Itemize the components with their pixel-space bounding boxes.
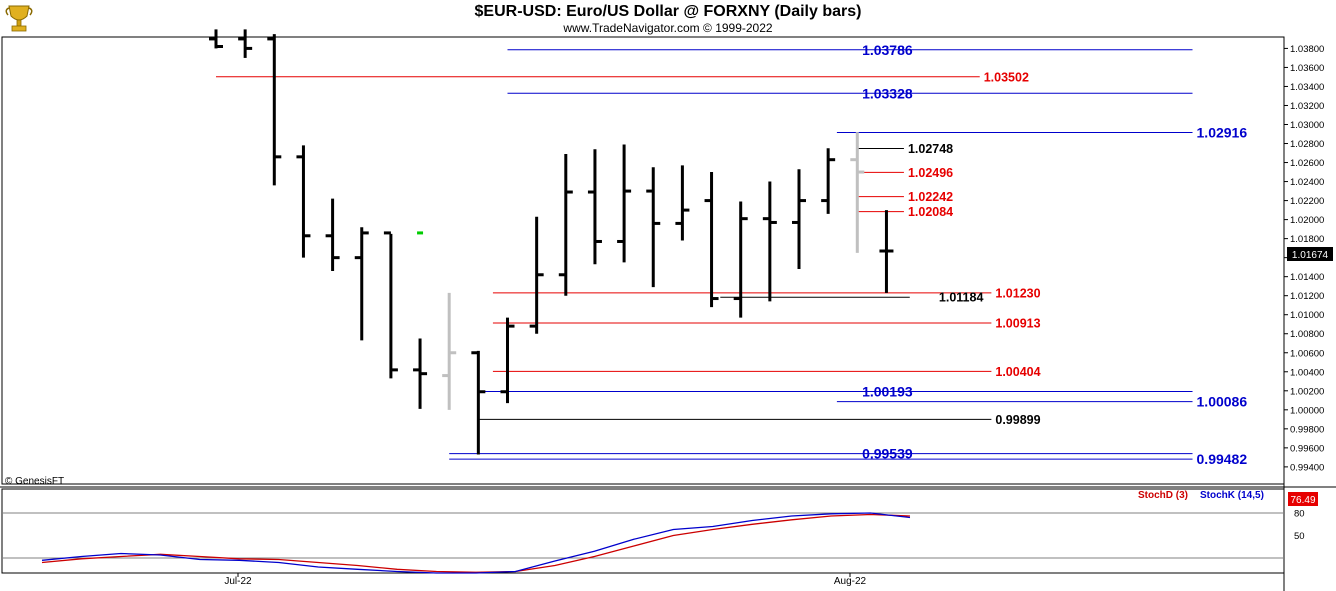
y-tick-label: 1.02400 <box>1290 177 1324 188</box>
ohlc-bar <box>529 216 544 334</box>
y-tick-label: 1.02800 <box>1290 139 1324 150</box>
level-label: 0.99539 <box>862 446 913 462</box>
y-tick-label: 1.03000 <box>1290 120 1324 131</box>
y-tick-label: 1.02200 <box>1290 196 1324 207</box>
ohlc-bar <box>675 165 690 241</box>
y-tick-label: 0.99400 <box>1290 462 1324 473</box>
stochastic-panel: 80 50 <box>2 509 1305 574</box>
level-label: 1.01184 <box>939 291 984 305</box>
y-tick-label: 1.01400 <box>1290 272 1324 283</box>
ohlc-bar <box>413 338 428 409</box>
stoch-k-legend: StochK (14,5) <box>1200 490 1264 501</box>
last-price-badge: 1.01674 <box>1287 247 1333 261</box>
y-tick-label: 1.02000 <box>1290 215 1324 226</box>
level-label: 0.99899 <box>995 413 1040 427</box>
ohlc-bar <box>792 169 806 270</box>
ohlc-bar <box>354 227 369 341</box>
ohlc-bar <box>733 201 748 318</box>
x-tick-label: Jul-22 <box>224 576 252 587</box>
stoch-tick-label: 50 <box>1294 531 1305 542</box>
y-axis-ticks: 1.03800 1.03600 1.03400 1.03200 1.03000 1.028… <box>1284 44 1324 473</box>
level-label: 1.00404 <box>995 365 1040 379</box>
level-label: 1.00086 <box>1197 394 1248 410</box>
ohlc-bar <box>850 132 865 253</box>
chart-subtitle: www.TradeNavigator.com © 1999-2022 <box>563 21 773 35</box>
ohlc-bar <box>267 34 282 186</box>
y-tick-label: 1.01000 <box>1290 310 1324 321</box>
ohlc-bar <box>500 317 515 404</box>
y-tick-label: 1.03400 <box>1290 82 1324 93</box>
ohlc-bar <box>646 167 661 288</box>
level-label: 1.02916 <box>1197 125 1248 141</box>
stoch-value-label: 76.49 <box>1290 495 1315 506</box>
level-label: 1.02084 <box>908 205 953 219</box>
ohlc-bar <box>325 198 340 271</box>
y-tick-label: 1.03800 <box>1290 44 1324 55</box>
y-tick-label: 1.02600 <box>1290 158 1324 169</box>
ohlc-bar <box>558 153 573 296</box>
level-label: 0.99482 <box>1197 451 1248 467</box>
level-label: 1.00193 <box>862 384 913 400</box>
stoch-d-legend: StochD (3) <box>1138 490 1188 501</box>
copyright-label: © GenesisFT <box>5 476 64 487</box>
y-tick-label: 1.01800 <box>1290 234 1324 245</box>
chart-frame <box>0 36 1336 591</box>
y-tick-label: 1.03200 <box>1290 101 1324 112</box>
ohlc-bar <box>383 231 398 379</box>
ohlc-bar <box>762 181 777 302</box>
ohlc-bar <box>209 29 223 49</box>
ohlc-bar <box>296 145 311 258</box>
y-tick-label: 1.01200 <box>1290 291 1324 302</box>
ohlc-bar <box>471 350 486 455</box>
ohlc-bar <box>821 148 836 214</box>
last-price-label: 1.01674 <box>1292 250 1329 261</box>
level-label: 1.03502 <box>984 70 1029 84</box>
y-tick-label: 1.00600 <box>1290 348 1324 359</box>
x-axis: Jul-22 Aug-22 <box>224 573 867 587</box>
level-label: 1.02748 <box>908 142 953 156</box>
chart-header: $EUR-USD: Euro/US Dollar @ FORXNY (Daily… <box>0 0 1336 37</box>
ohlc-bar <box>442 292 457 410</box>
y-tick-label: 1.00000 <box>1290 405 1324 416</box>
stoch-tick-label: 80 <box>1294 509 1305 520</box>
ohlc-bar <box>617 144 632 263</box>
level-label: 1.03786 <box>862 42 913 58</box>
stoch-value-badge: 76.49 <box>1288 492 1318 506</box>
y-tick-label: 0.99800 <box>1290 424 1324 435</box>
level-label: 1.03328 <box>862 85 913 101</box>
stoch-k-line <box>41 512 911 574</box>
ohlc-bar <box>704 172 719 308</box>
ohlc-bar <box>879 210 894 293</box>
gold-trophy-logo-icon <box>5 5 33 32</box>
ohlc-bars <box>209 29 894 455</box>
y-tick-label: 1.00200 <box>1290 386 1324 397</box>
ohlc-bar <box>587 149 602 265</box>
level-label: 1.00913 <box>995 316 1040 330</box>
level-label: 1.02242 <box>908 190 953 204</box>
chart-title: $EUR-USD: Euro/US Dollar @ FORXNY (Daily… <box>474 3 862 20</box>
level-label: 1.02496 <box>908 166 953 180</box>
ohlc-bar <box>238 29 253 58</box>
price-levels: 1.03786 1.03502 1.03328 1.02916 1.02748 1.024… <box>216 42 1247 467</box>
y-tick-label: 1.00800 <box>1290 329 1324 340</box>
stoch-d-line <box>41 513 911 573</box>
y-tick-label: 1.03600 <box>1290 63 1324 74</box>
y-tick-label: 0.99600 <box>1290 443 1324 454</box>
y-tick-label: 1.00400 <box>1290 367 1324 378</box>
level-label: 1.01230 <box>995 286 1040 300</box>
x-tick-label: Aug-22 <box>834 576 867 587</box>
